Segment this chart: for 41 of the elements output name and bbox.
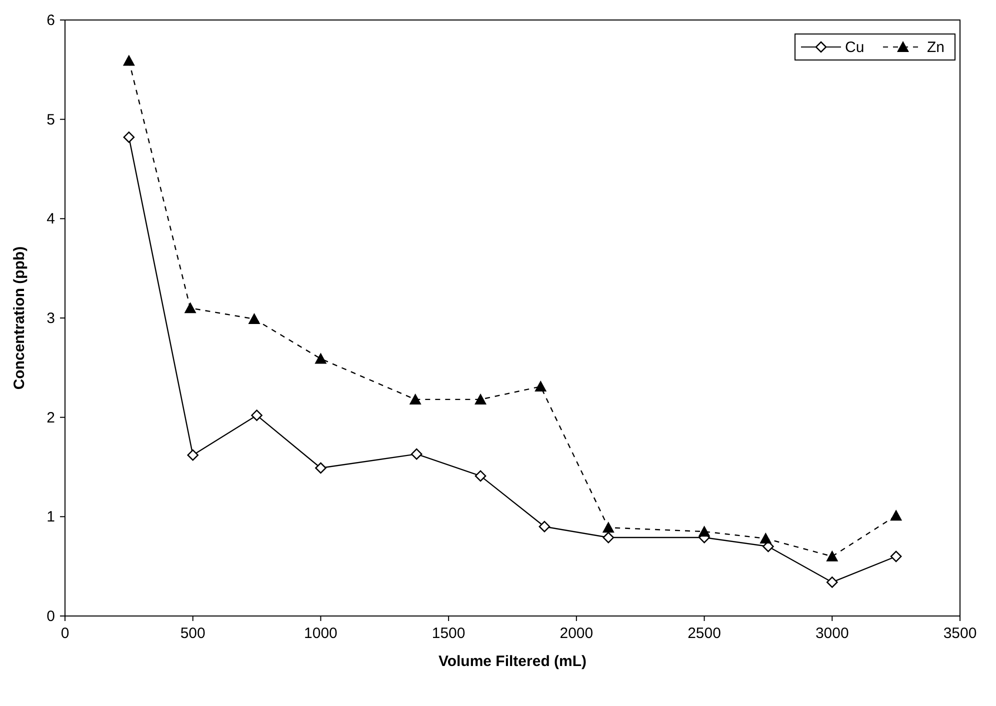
- point: [826, 576, 838, 588]
- point: [538, 520, 550, 532]
- x-tick-label: 500: [180, 625, 206, 642]
- point: [314, 352, 327, 364]
- y-axis-title: Concentration (ppb): [11, 246, 28, 390]
- x-tick-label: 1500: [432, 625, 466, 642]
- point: [123, 132, 135, 143]
- point: [760, 532, 772, 544]
- point: [890, 550, 902, 562]
- point: [410, 448, 422, 460]
- legend-label: Zn: [927, 39, 945, 56]
- point: [187, 449, 199, 461]
- x-tick-label: 2500: [688, 625, 721, 642]
- point: [698, 526, 710, 537]
- point: [602, 532, 614, 544]
- x-tick-label: 3000: [815, 625, 849, 642]
- y-tick-label: 5: [46, 111, 55, 128]
- point: [122, 54, 135, 66]
- x-tick-label: 1000: [304, 625, 338, 642]
- x-tick-label: 3500: [943, 625, 977, 642]
- x-tick-label: 0: [60, 625, 70, 642]
- point: [474, 470, 486, 482]
- legend-label: Cu: [845, 39, 864, 56]
- y-tick-label: 6: [46, 12, 55, 29]
- x-tick-label: 2000: [560, 625, 594, 642]
- point: [315, 462, 326, 474]
- y-tick-label: 4: [46, 210, 55, 228]
- point: [184, 302, 196, 314]
- point: [248, 312, 260, 324]
- point: [890, 510, 902, 521]
- point: [474, 393, 487, 404]
- y-tick-label: 2: [46, 409, 55, 426]
- x-axis-title: Volume Filtered (mL): [438, 653, 587, 670]
- point: [409, 393, 422, 404]
- point: [826, 550, 838, 562]
- y-tick-label: 0: [46, 608, 55, 625]
- point: [534, 380, 547, 392]
- y-tick-label: 1: [46, 508, 55, 526]
- point: [251, 410, 262, 421]
- y-tick-label: 3: [46, 310, 55, 327]
- point: [602, 522, 614, 533]
